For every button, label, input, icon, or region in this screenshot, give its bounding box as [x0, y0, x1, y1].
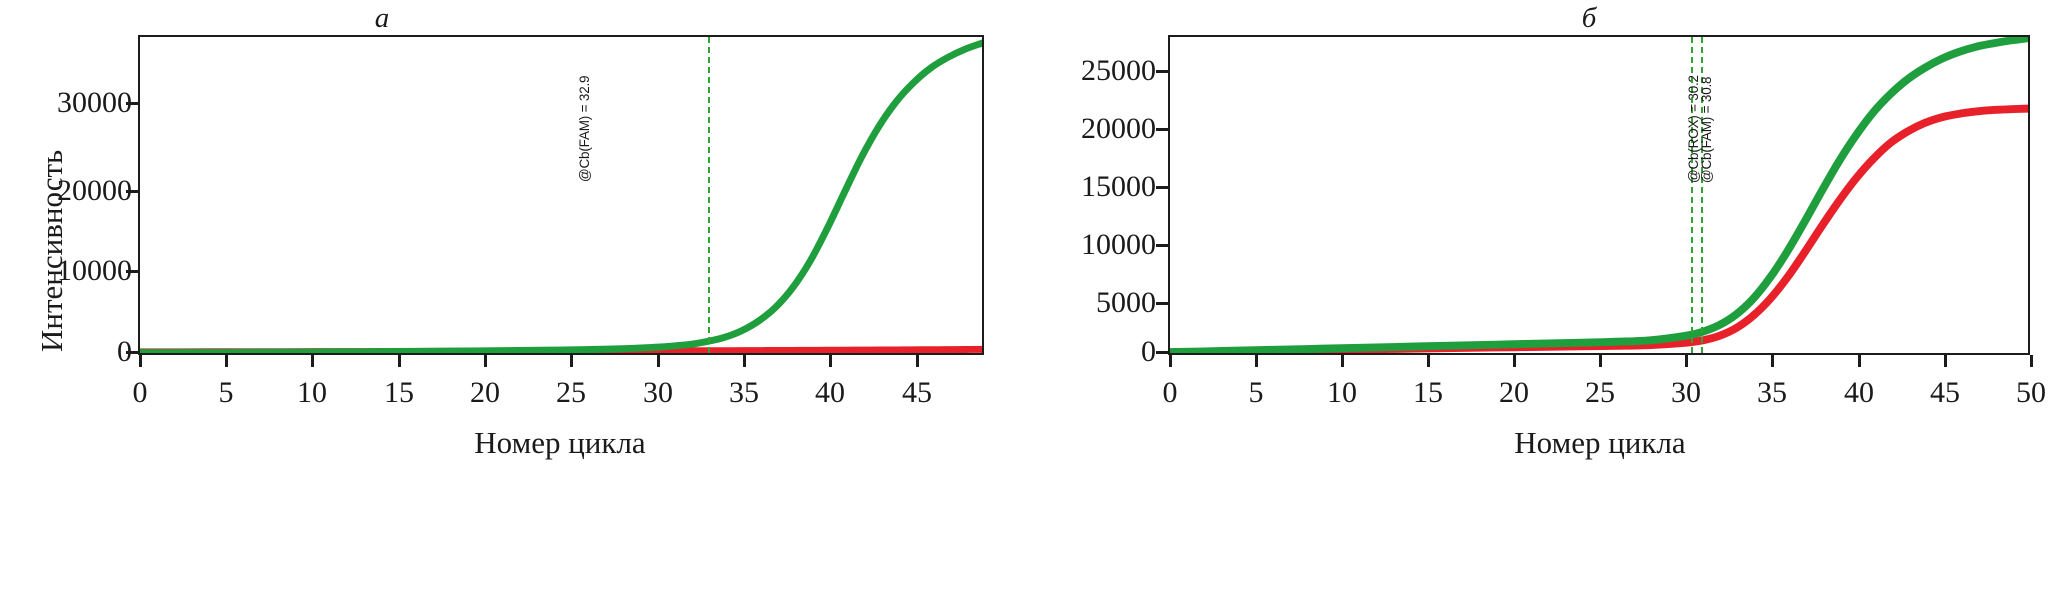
panel-b-xtick-label: 20 [1499, 376, 1529, 409]
panel-b-ytick-label: 15000 [1081, 170, 1156, 203]
panel-a-xtick-label: 20 [470, 376, 500, 409]
panel-a-curves [140, 39, 982, 353]
panel-b-xtick-mark [1341, 355, 1344, 367]
panel-b-xtick-label: 45 [1930, 376, 1960, 409]
panel-b-xtick-label: 40 [1844, 376, 1874, 409]
panel-b-xtick-label: 10 [1327, 376, 1357, 409]
panel-a-xtick-mark [225, 355, 228, 367]
panel-b-ytick-label: 5000 [1096, 286, 1156, 319]
panel-b-ct-label-fam: @Cb(FAM) = 30.8 [1699, 76, 1714, 183]
panel-a-ytick-mark [126, 270, 138, 273]
panel-a-ytick-label: 0 [117, 335, 132, 368]
panel-b-xtick-mark [1771, 355, 1774, 367]
panel-a-xtick-mark [398, 355, 401, 367]
panel-a-xtick-mark [743, 355, 746, 367]
panel-a-x-axis-label: Номер цикла [474, 425, 646, 460]
panel-b-xtick-mark [2030, 355, 2033, 367]
panel-a-title: а [374, 2, 390, 34]
panel-a-xtick-label: 25 [556, 376, 586, 409]
panel-b-xtick-label: 50 [2016, 376, 2046, 409]
panel-b-ytick-mark [1156, 70, 1168, 73]
panel-a-ct-label-fam: @Cb(FAM) = 32.9 [577, 75, 592, 182]
panel-a-xtick-mark [829, 355, 832, 367]
panel-b-xtick-mark [1169, 355, 1172, 367]
panel-a-ytick-mark [126, 190, 138, 193]
panel-a-ct-line-fam [708, 37, 710, 353]
panel-a-xtick-label: 40 [815, 376, 845, 409]
panel-a-plot-area [138, 35, 984, 355]
panel-b-curves [1170, 37, 2028, 353]
panel-a-ytick-label: 20000 [57, 174, 132, 207]
panel-b-xtick-mark [1427, 355, 1430, 367]
panel-a-ytick-label: 30000 [57, 86, 132, 119]
panel-a-xtick-label: 10 [297, 376, 327, 409]
panel-b-title: б [1581, 2, 1597, 34]
panel-b-xtick-mark [1944, 355, 1947, 367]
panel-a-xtick-mark [916, 355, 919, 367]
panel-a-xtick-label: 5 [218, 376, 234, 409]
panel-b-xtick-mark [1255, 355, 1258, 367]
panel-a-xtick-label: 30 [643, 376, 673, 409]
panel-a-ytick-mark [126, 102, 138, 105]
panel-b-ytick-label: 20000 [1081, 112, 1156, 145]
panel-a-xtick-label: 35 [729, 376, 759, 409]
panel-b-xtick-mark [1513, 355, 1516, 367]
panel-b-ytick-mark [1156, 351, 1168, 354]
panel-b-x-axis-label: Номер цикла [1514, 425, 1686, 460]
panel-a-ytick-mark [126, 351, 138, 354]
panel-a-xtick-mark [484, 355, 487, 367]
panel-b-ytick-label: 0 [1141, 335, 1156, 368]
panel-b-xtick-mark [1599, 355, 1602, 367]
panel-b-ct-line-rox [1690, 37, 1693, 353]
panel-b-xtick-label: 5 [1248, 376, 1264, 409]
panel-a-xtick-mark [139, 355, 142, 367]
panel-b-ytick-mark [1156, 186, 1168, 189]
chart-panel-a: а Интенсивность 30000 20000 10000 0 @Cb(… [0, 0, 1000, 591]
panel-b-ytick-mark [1156, 302, 1168, 305]
panel-b-ct-line-fam [1701, 37, 1703, 353]
panel-a-xtick-label: 15 [384, 376, 414, 409]
panel-b-xtick-label: 0 [1162, 376, 1178, 409]
panel-a-xtick-mark [570, 355, 573, 367]
panel-a-xtick-mark [311, 355, 314, 367]
panel-a-xtick-label: 0 [132, 376, 148, 409]
panel-b-ytick-label: 25000 [1081, 54, 1156, 87]
panel-b-xtick-label: 35 [1757, 376, 1787, 409]
chart-panel-b: б 25000 20000 15000 10000 5000 0 @Cb(ROX… [1000, 0, 2058, 591]
panel-b-xtick-label: 15 [1413, 376, 1443, 409]
panel-b-xtick-mark [1858, 355, 1861, 367]
panel-a-xtick-mark [657, 355, 660, 367]
panel-b-ytick-mark [1156, 128, 1168, 131]
panel-b-plot-area [1168, 35, 2030, 355]
panel-b-ytick-label: 10000 [1081, 228, 1156, 261]
panel-b-xtick-mark [1685, 355, 1688, 367]
panel-b-xtick-label: 30 [1671, 376, 1701, 409]
panel-a-xtick-label: 45 [902, 376, 932, 409]
panel-a-ytick-label: 10000 [57, 254, 132, 287]
panel-b-xtick-label: 25 [1585, 376, 1615, 409]
panel-b-ytick-mark [1156, 244, 1168, 247]
